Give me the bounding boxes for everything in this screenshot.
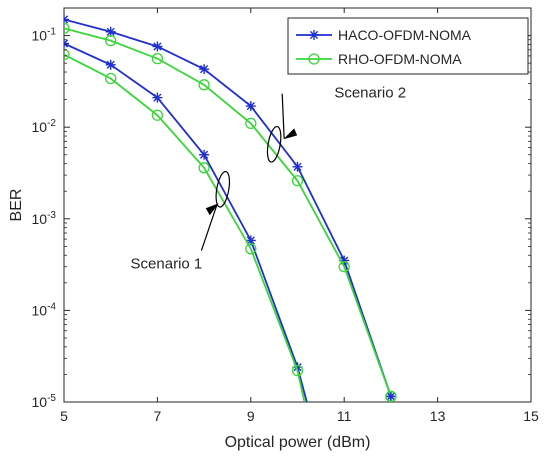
circle-marker xyxy=(308,53,320,65)
y-tick-label: 10-5 xyxy=(32,393,57,410)
series-scenario-1-circle xyxy=(64,48,306,402)
circle-marker xyxy=(105,35,117,47)
circle-marker xyxy=(151,52,164,65)
circle-marker xyxy=(291,175,304,187)
series-line xyxy=(64,53,306,402)
x-tick-label: 15 xyxy=(523,408,539,424)
asterisk-marker xyxy=(309,30,319,40)
series-layer xyxy=(64,14,397,403)
annotation-layer: Scenario 2 Scenario 1 xyxy=(131,85,406,273)
y-tick-label: 10-1 xyxy=(32,27,57,44)
asterisk-marker xyxy=(105,26,116,37)
circle-marker xyxy=(385,390,397,403)
scenario-2-label: Scenario 2 xyxy=(334,85,406,102)
asterisk-marker xyxy=(199,64,210,75)
asterisk-marker xyxy=(64,14,69,25)
legend-item-circle: RHO-OFDM-NOMA xyxy=(296,51,462,67)
scenario-1-label: Scenario 1 xyxy=(131,256,203,273)
circle-marker xyxy=(245,243,257,255)
scenario-1-ellipse xyxy=(215,170,231,208)
y-axis-title: BER xyxy=(8,189,25,222)
y-axis-ticks: 10-1 10-2 10-3 10-4 10-5 xyxy=(32,7,531,410)
circle-marker xyxy=(64,48,70,61)
scenario-2-ellipse xyxy=(266,125,282,163)
series-scenario-2-asterisk xyxy=(64,14,396,402)
asterisk-marker xyxy=(245,101,256,112)
y-tick-label: 10-3 xyxy=(32,210,57,227)
asterisk-marker xyxy=(105,59,116,70)
x-axis-title: Optical power (dBm) xyxy=(225,434,371,451)
circle-marker xyxy=(105,72,117,85)
y-tick-label: 10-4 xyxy=(32,301,57,318)
legend-item-asterisk: HACO-OFDM-NOMA xyxy=(296,27,472,43)
asterisk-marker xyxy=(199,149,210,160)
legend-label: RHO-OFDM-NOMA xyxy=(338,51,462,67)
x-tick-label: 11 xyxy=(337,408,352,424)
x-tick-label: 13 xyxy=(430,408,446,424)
asterisk-marker xyxy=(385,391,396,402)
legend-box xyxy=(287,17,529,75)
legend: HACO-OFDM-NOMA RHO-OFDM-NOMA xyxy=(287,17,529,75)
series-scenario-1-asterisk xyxy=(64,38,308,402)
x-tick-label: 7 xyxy=(154,408,162,424)
circle-marker xyxy=(64,22,70,34)
asterisk-marker xyxy=(64,38,69,49)
series-line xyxy=(64,18,392,397)
circle-marker xyxy=(291,364,304,377)
circle-marker xyxy=(198,162,210,174)
circle-marker xyxy=(245,117,257,130)
x-axis-ticks: 5 7 9 11 13 15 xyxy=(60,8,539,424)
circle-marker xyxy=(198,79,210,91)
x-tick-label: 9 xyxy=(247,408,255,424)
asterisk-marker xyxy=(152,41,163,52)
x-tick-label: 5 xyxy=(60,408,68,424)
series-line xyxy=(64,27,392,397)
asterisk-marker xyxy=(292,161,303,172)
scenario-1-arrow xyxy=(200,203,219,251)
scenario-2-arrow xyxy=(281,93,298,140)
legend-label: HACO-OFDM-NOMA xyxy=(338,27,472,43)
circle-marker xyxy=(151,109,164,121)
circle-marker xyxy=(338,261,350,273)
y-tick-label: 10-2 xyxy=(32,118,57,135)
asterisk-marker xyxy=(152,92,163,103)
